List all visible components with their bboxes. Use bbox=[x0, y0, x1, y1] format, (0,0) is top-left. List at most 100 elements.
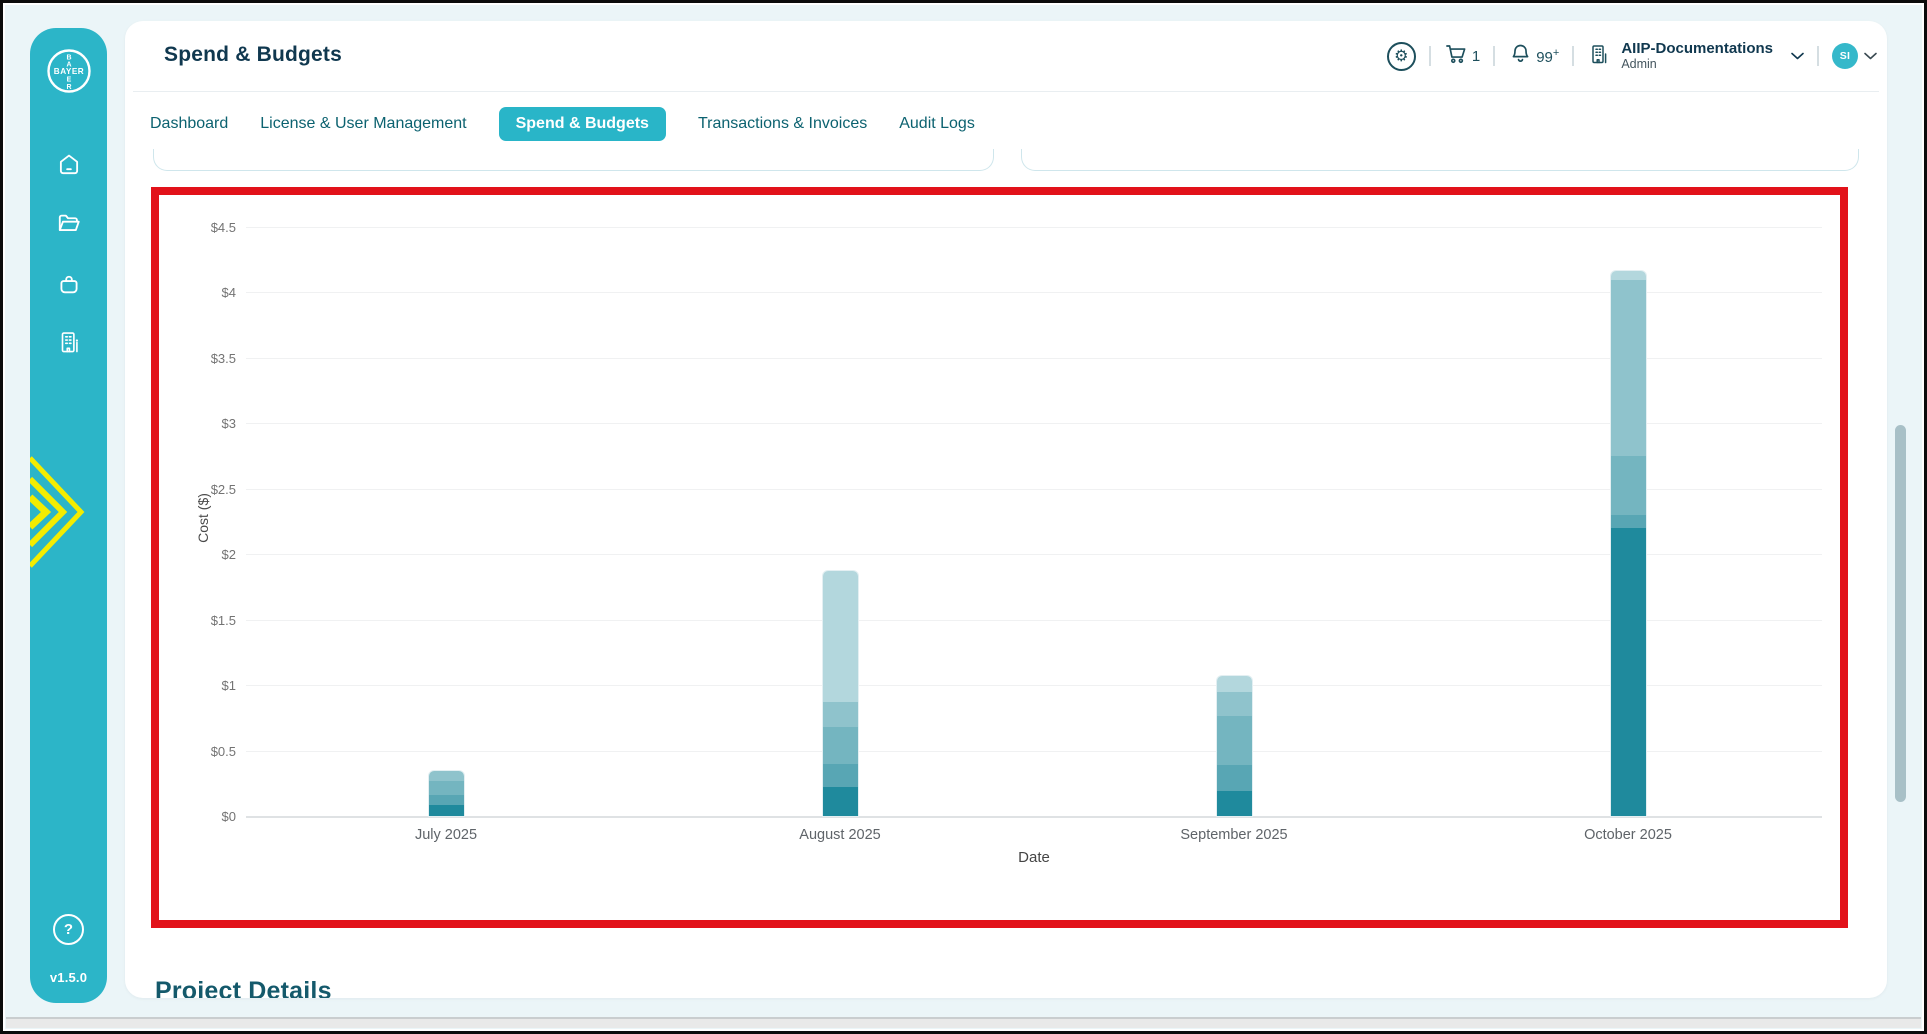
gridline-$4.5 bbox=[246, 226, 1822, 228]
vertical-scrollbar[interactable] bbox=[1895, 425, 1906, 802]
bag-icon bbox=[56, 271, 82, 297]
org-selector[interactable]: AIIP-Documentations Admin bbox=[1587, 40, 1804, 72]
bottom-edge bbox=[6, 1017, 1921, 1028]
header-actions: ⚙ 1 bbox=[1386, 21, 1881, 91]
x-tick-september-2025: September 2025 bbox=[1180, 827, 1288, 843]
bar-segment bbox=[822, 787, 858, 816]
bar-segment bbox=[1610, 514, 1646, 528]
user-menu[interactable]: SI bbox=[1832, 43, 1877, 69]
header-divider bbox=[1428, 46, 1431, 66]
bar-segment bbox=[428, 805, 464, 816]
avatar: SI bbox=[1832, 43, 1858, 69]
cart-icon bbox=[1444, 41, 1469, 71]
bar-segment bbox=[1610, 271, 1646, 281]
y-tick-$0.5: $0.5 bbox=[210, 743, 236, 759]
svg-text:B: B bbox=[66, 55, 71, 62]
tab-bar: Dashboard License & User Management Spend … bbox=[150, 106, 975, 142]
gridline-$1 bbox=[246, 685, 1822, 686]
y-tick-$3: $3 bbox=[221, 416, 236, 431]
tab-transactions-invoices[interactable]: Transactions & Invoices bbox=[697, 115, 868, 132]
x-tick-august-2025: August 2025 bbox=[799, 827, 881, 843]
gridline-$2.5 bbox=[246, 488, 1822, 490]
bell-icon bbox=[1508, 41, 1533, 71]
svg-text:A: A bbox=[66, 62, 71, 69]
header-divider bbox=[1572, 46, 1575, 66]
svg-text:R: R bbox=[66, 84, 71, 91]
bar-october-2025[interactable] bbox=[1610, 271, 1646, 816]
x-tick-july-2025: July 2025 bbox=[414, 827, 478, 843]
sidebar-item-organization[interactable] bbox=[30, 329, 107, 355]
gridline-$4 bbox=[246, 292, 1822, 293]
bar-segment bbox=[822, 726, 858, 764]
main-panel: Spend & Budgets ⚙ 1 bbox=[125, 21, 1887, 998]
sidebar-item-orders[interactable] bbox=[30, 271, 107, 297]
y-tick-$2.5: $2.5 bbox=[210, 481, 236, 497]
cart-button[interactable]: 1 bbox=[1444, 41, 1480, 71]
y-tick-$2: $2 bbox=[221, 547, 236, 562]
bar-segment bbox=[822, 763, 858, 788]
section-title: Project Details bbox=[155, 977, 332, 998]
y-tick-$1.5: $1.5 bbox=[210, 612, 236, 628]
bar-segment bbox=[1216, 716, 1252, 765]
chevron-down-icon bbox=[1864, 47, 1877, 65]
bar-segment bbox=[428, 771, 464, 781]
header-divider bbox=[1493, 46, 1496, 66]
summary-card-left bbox=[153, 149, 994, 171]
sidebar-help-button[interactable]: ? bbox=[30, 914, 107, 945]
gridline-$0 bbox=[246, 816, 1822, 818]
gear-icon: ⚙ bbox=[1394, 46, 1409, 65]
org-info: AIIP-Documentations Admin bbox=[1621, 40, 1773, 72]
bar-segment bbox=[1610, 280, 1646, 456]
y-tick-$3.5: $3.5 bbox=[210, 350, 236, 366]
y-tick-$4.5: $4.5 bbox=[210, 219, 236, 235]
gridline-$3.5 bbox=[246, 357, 1822, 359]
page-title: Spend & Budgets bbox=[164, 43, 343, 66]
bar-segment bbox=[1216, 791, 1252, 816]
notifications-button[interactable]: 99+ bbox=[1508, 41, 1559, 71]
bar-segment bbox=[1216, 691, 1252, 717]
sidebar-item-home[interactable] bbox=[30, 151, 107, 177]
y-tick-$0: $0 bbox=[221, 809, 236, 824]
bar-segment bbox=[1610, 455, 1646, 515]
tab-spend-budgets[interactable]: Spend & Budgets bbox=[498, 107, 666, 141]
org-building-icon bbox=[1587, 42, 1611, 71]
tab-dashboard[interactable]: Dashboard bbox=[150, 115, 229, 132]
bar-segment bbox=[428, 795, 464, 806]
bar-segment bbox=[822, 702, 858, 727]
bar-segment bbox=[428, 780, 464, 796]
cart-count: 1 bbox=[1471, 47, 1481, 65]
sidebar: BAYER B A E R bbox=[30, 28, 107, 1003]
settings-button[interactable]: ⚙ bbox=[1386, 41, 1416, 71]
header-divider bbox=[1817, 46, 1819, 66]
notification-plus: + bbox=[1552, 46, 1560, 59]
gridline-$2 bbox=[246, 554, 1822, 555]
bar-july-2025[interactable] bbox=[428, 771, 464, 816]
bar-segment bbox=[1216, 675, 1252, 692]
svg-text:BAYER: BAYER bbox=[53, 67, 83, 76]
notification-count: 99+ bbox=[1536, 46, 1560, 66]
gridline-$0.5 bbox=[246, 750, 1822, 752]
bar-segment bbox=[822, 571, 858, 703]
gridline-$1.5 bbox=[246, 619, 1822, 621]
y-axis-label: Cost ($) bbox=[195, 493, 211, 543]
tab-license-user-management[interactable]: License & User Management bbox=[260, 115, 467, 132]
bar-august-2025[interactable] bbox=[822, 571, 858, 816]
bar-september-2025[interactable] bbox=[1216, 675, 1252, 816]
summary-card-right bbox=[1021, 149, 1859, 171]
x-axis-label: Date bbox=[1018, 849, 1050, 866]
bayer-logo: BAYER B A E R bbox=[30, 48, 107, 94]
folder-icon bbox=[56, 210, 82, 236]
x-tick-october-2025: October 2025 bbox=[1584, 827, 1672, 843]
building-icon bbox=[56, 329, 82, 355]
sidebar-item-projects[interactable] bbox=[30, 210, 107, 236]
tab-audit-logs[interactable]: Audit Logs bbox=[899, 115, 975, 132]
app-version: v1.5.0 bbox=[49, 970, 88, 985]
spend-chart: $0 $0.5 $1 $1.5 $2 $2.5 $3 $3.5 $4 $4.5 Cost ($) Ju… bbox=[125, 21, 1887, 998]
sidebar-active-chevrons-icon bbox=[30, 456, 87, 573]
bar-segment bbox=[1216, 764, 1252, 792]
header-rule bbox=[133, 91, 1879, 92]
org-name: AIIP-Documentations bbox=[1621, 40, 1773, 58]
org-role: Admin bbox=[1621, 57, 1657, 72]
svg-text:E: E bbox=[66, 77, 71, 84]
